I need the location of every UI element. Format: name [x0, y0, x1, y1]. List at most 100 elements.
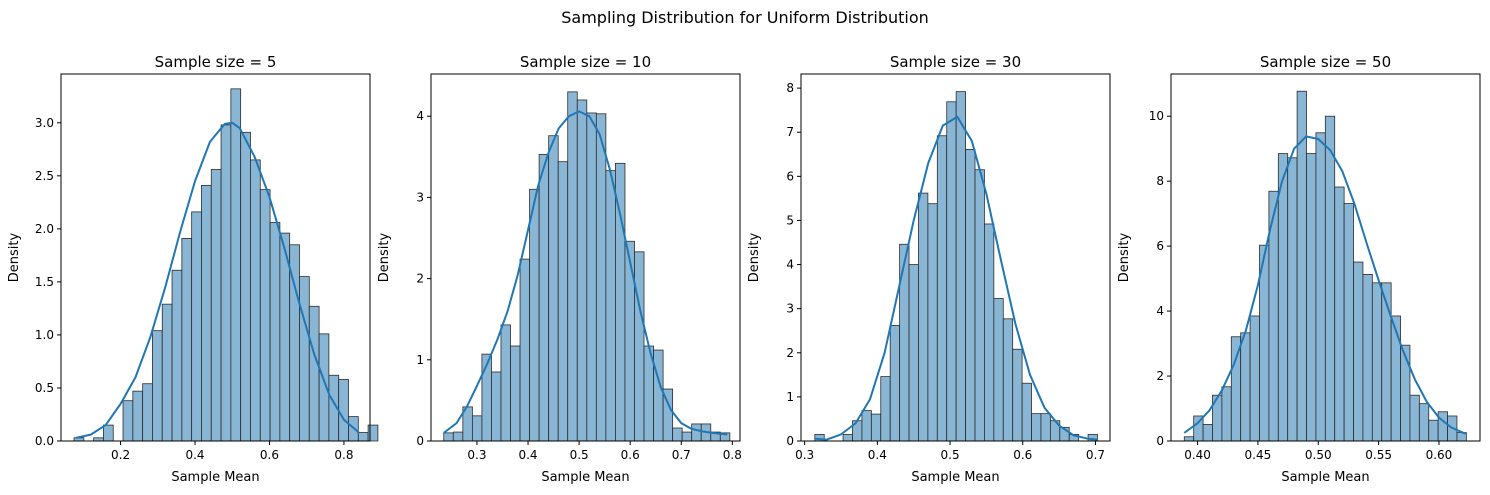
histogram-bar — [1418, 403, 1430, 442]
histogram-bar — [1240, 332, 1251, 442]
histogram-bar — [210, 169, 222, 442]
y-axis-label: Density — [747, 232, 762, 282]
chart-title: Sample size = 10 — [520, 53, 651, 71]
histogram-bar — [946, 101, 957, 442]
x-tick-label: 0.4 — [868, 448, 887, 462]
x-tick-label: 0.5 — [941, 448, 960, 462]
histogram-bar — [1334, 186, 1345, 442]
histogram-bar — [1409, 394, 1420, 442]
y-tick-label: 0 — [416, 434, 424, 448]
histogram-bar — [500, 324, 511, 442]
histogram-bar — [132, 390, 144, 442]
histogram-bar — [1428, 419, 1439, 442]
y-tick-label: 7 — [786, 125, 794, 139]
histogram-bar — [1371, 282, 1383, 442]
kde-curve — [814, 115, 1098, 441]
y-tick-label: 6 — [786, 169, 794, 183]
histogram-bar — [681, 431, 693, 442]
histogram-bar — [586, 112, 597, 442]
histogram-bar — [880, 376, 891, 442]
histogram-bar — [259, 189, 271, 442]
y-tick-label: 1.5 — [35, 275, 54, 289]
histogram-bar — [519, 258, 530, 442]
histogram-bar — [1202, 424, 1213, 442]
histogram-bar — [1381, 282, 1392, 442]
histogram-bar — [181, 238, 193, 442]
histogram-bar — [936, 135, 948, 442]
histogram-bar — [452, 431, 464, 442]
histogram-bar — [1315, 132, 1326, 442]
histogram-bar — [538, 153, 550, 442]
histogram-bar — [1012, 348, 1023, 442]
histogram-bar — [927, 203, 938, 442]
y-tick-label: 2 — [1156, 369, 1164, 383]
y-tick-label: 3 — [416, 190, 424, 204]
y-tick-label: 0 — [1156, 434, 1164, 448]
histogram-bar — [152, 330, 163, 442]
histogram-bar — [230, 88, 242, 442]
histogram-bar — [1221, 386, 1232, 442]
histogram-bar — [918, 192, 929, 442]
y-axis-label: Density — [377, 232, 392, 282]
histogram-bar — [191, 211, 202, 442]
histogram-bar — [605, 170, 616, 442]
histogram-bar — [567, 91, 578, 442]
histogram-bar — [1400, 344, 1411, 442]
kde-curve — [75, 121, 360, 439]
histogram-bar — [615, 162, 626, 442]
histogram-bar — [510, 345, 521, 442]
histogram-bar — [908, 264, 919, 442]
histogram-bar — [299, 276, 310, 442]
chart-panel-2: 0.3 0.4 0.5 0.6 0.7 0.8 0 1 2 3 4 Sample size = 10 S… — [377, 53, 742, 485]
axes-frame — [430, 73, 741, 442]
histogram-bar — [861, 410, 872, 442]
histogram-bar — [491, 371, 502, 442]
histogram-bar — [240, 131, 251, 442]
histogram-bar — [1040, 413, 1051, 442]
histogram-bar — [443, 432, 454, 442]
y-tick-label: 6 — [1156, 239, 1164, 253]
y-tick-label: 8 — [1156, 174, 1164, 188]
histogram-bar — [308, 305, 320, 442]
axes-frame — [800, 73, 1111, 442]
kde-curve — [443, 110, 728, 436]
kde-curve — [1183, 135, 1466, 435]
histogram-bar — [576, 99, 588, 442]
histogram-bar — [1249, 315, 1260, 442]
histogram-bar — [548, 135, 559, 442]
axes-frame — [1170, 73, 1481, 442]
histogram-bar — [529, 188, 540, 442]
histogram-bar — [993, 298, 1004, 442]
histogram-bar — [142, 383, 153, 442]
y-tick-label: 1 — [416, 353, 424, 367]
y-axis-label: Density — [7, 232, 22, 282]
y-tick-label: 0.5 — [35, 381, 54, 395]
histogram-bar — [269, 222, 281, 442]
x-tick-label: 0.50 — [1305, 448, 1332, 462]
x-tick-label: 0.40 — [1184, 448, 1211, 462]
histogram-bar — [1324, 115, 1336, 442]
chart-title: Sample size = 30 — [890, 53, 1021, 71]
y-tick-label: 4 — [1156, 304, 1164, 318]
x-tick-label: 0.7 — [1086, 448, 1105, 462]
histogram-bar — [1362, 273, 1373, 442]
histogram-bar — [1230, 336, 1242, 442]
histogram-bar — [691, 423, 702, 442]
histogram-bar — [201, 184, 212, 442]
x-tick-label: 0.8 — [334, 448, 353, 462]
histogram-bar — [1031, 413, 1042, 442]
histogram-bar — [889, 325, 901, 442]
histogram-bar — [367, 424, 379, 442]
histogram-bar — [955, 91, 966, 442]
histogram-bar — [1437, 411, 1448, 442]
histogram-bar — [1002, 318, 1014, 442]
axes-frame — [60, 73, 371, 442]
chart-panel-1: 0.2 0.4 0.6 0.8 0.0 0.5 1.0 1.5 2.0 2.5 3.0 Sample … — [7, 53, 379, 485]
y-tick-label: 10 — [1149, 109, 1164, 123]
chart-panel-3: 0.3 0.4 0.5 0.6 0.7 0 1 2 3 4 5 6 7 8 Sample size = 30… — [747, 53, 1111, 485]
y-tick-label: 8 — [786, 81, 794, 95]
histogram-bar — [557, 161, 569, 442]
histogram-bar — [634, 251, 645, 442]
x-tick-label: 0.45 — [1245, 448, 1272, 462]
